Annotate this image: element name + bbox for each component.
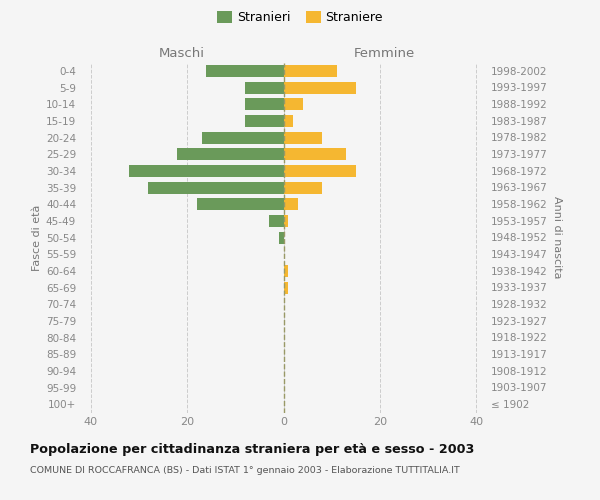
Text: COMUNE DI ROCCAFRANCA (BS) - Dati ISTAT 1° gennaio 2003 - Elaborazione TUTTITALI: COMUNE DI ROCCAFRANCA (BS) - Dati ISTAT … bbox=[30, 466, 460, 475]
Y-axis label: Fasce di età: Fasce di età bbox=[32, 204, 42, 270]
Bar bbox=[284, 215, 289, 227]
Bar bbox=[284, 198, 298, 210]
Bar bbox=[269, 215, 284, 227]
Bar bbox=[206, 65, 284, 77]
Legend: Stranieri, Straniere: Stranieri, Straniere bbox=[212, 6, 388, 29]
Bar bbox=[284, 265, 289, 277]
Bar bbox=[129, 165, 284, 177]
Bar bbox=[284, 182, 322, 194]
Bar bbox=[245, 98, 284, 110]
Text: Femmine: Femmine bbox=[354, 47, 415, 60]
Bar bbox=[202, 132, 284, 143]
Bar bbox=[284, 82, 356, 94]
Bar bbox=[278, 232, 284, 243]
Bar bbox=[284, 115, 293, 127]
Bar bbox=[284, 98, 303, 110]
Bar bbox=[284, 148, 346, 160]
Bar bbox=[284, 132, 322, 143]
Bar bbox=[284, 165, 356, 177]
Y-axis label: Anni di nascita: Anni di nascita bbox=[551, 196, 562, 278]
Bar bbox=[245, 82, 284, 94]
Bar bbox=[284, 65, 337, 77]
Text: Popolazione per cittadinanza straniera per età e sesso - 2003: Popolazione per cittadinanza straniera p… bbox=[30, 442, 475, 456]
Bar bbox=[245, 115, 284, 127]
Bar bbox=[178, 148, 284, 160]
Bar bbox=[284, 282, 289, 294]
Text: Maschi: Maschi bbox=[159, 47, 205, 60]
Bar bbox=[149, 182, 284, 194]
Bar bbox=[197, 198, 284, 210]
